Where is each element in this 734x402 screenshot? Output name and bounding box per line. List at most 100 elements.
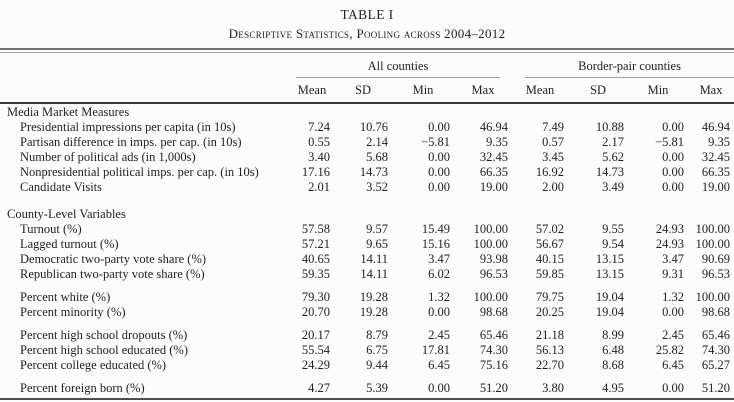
row-label: Democratic two-party vote share (%) — [20, 252, 207, 266]
section-header-row: County-Level Variables — [0, 206, 734, 222]
column-header-mean-all: Mean — [290, 78, 334, 104]
row-label: Candidate Visits — [20, 180, 103, 194]
cell-min-border: 0.00 — [662, 150, 685, 164]
column-header-mean-border: Mean — [512, 78, 569, 104]
cell-max-border: 90.69 — [701, 252, 731, 266]
table-row: Democratic two-party vote share (%) 40.6… — [0, 252, 734, 267]
table-row: Turnout (%) 57.58 9.57 15.49 100.00 57.0… — [0, 222, 734, 237]
spacer-cell — [0, 320, 734, 328]
cell-max-border: 46.94 — [701, 120, 731, 134]
cell-min-border: 24.93 — [655, 237, 685, 251]
cell-max-all: 98.68 — [479, 305, 509, 319]
empty-header-cell — [0, 78, 290, 104]
spacer-row — [0, 373, 734, 381]
cell-mean-border: 21.18 — [535, 328, 565, 342]
cell-sd-all: 19.28 — [359, 305, 388, 319]
cell-mean-all: 40.65 — [301, 252, 330, 266]
cell-sd-all: 5.68 — [366, 150, 388, 164]
cell-sd-all: 9.65 — [366, 237, 388, 251]
cell-max-all: 100.00 — [473, 222, 509, 236]
table-row: Percent high school educated (%) 55.54 6… — [0, 343, 734, 358]
cell-mean-border: 16.92 — [535, 165, 565, 179]
spacer-cell — [0, 373, 734, 381]
cell-mean-border: 20.25 — [535, 305, 565, 319]
spacer-cell — [0, 195, 734, 206]
column-header-sd-all: SD — [334, 78, 392, 104]
cell-mean-all: 4.27 — [308, 381, 330, 395]
table-header: All counties Border-pair counties Mean S… — [0, 53, 734, 104]
table-title: TABLE I — [340, 7, 394, 22]
column-group-row: All counties Border-pair counties — [0, 53, 734, 78]
cell-min-border: 0.00 — [662, 120, 685, 134]
cell-max-border: 74.30 — [701, 343, 731, 357]
row-label: Republican two-party vote share (%) — [20, 267, 205, 281]
cell-min-border: 2.45 — [662, 328, 685, 342]
row-label: Percent minority (%) — [20, 305, 126, 319]
cell-sd-border: 8.99 — [602, 328, 625, 342]
table-row: Percent high school dropouts (%) 20.17 8… — [0, 328, 734, 343]
cell-max-border: 9.35 — [708, 135, 731, 149]
cell-mean-all: 17.16 — [301, 165, 330, 179]
column-group-label-all-counties: All counties — [296, 59, 501, 78]
row-label: Lagged turnout (%) — [20, 237, 119, 251]
row-label: Percent high school dropouts (%) — [20, 328, 188, 342]
cell-sd-all: 10.76 — [359, 120, 388, 134]
spacer-row — [0, 195, 734, 206]
cell-max-all: 93.98 — [479, 252, 509, 266]
cell-sd-all: 14.11 — [360, 252, 388, 266]
cell-max-all: 65.46 — [479, 328, 509, 342]
cell-mean-border: 40.15 — [535, 252, 565, 266]
row-label: Percent foreign born (%) — [20, 381, 145, 395]
cell-min-border: 0.00 — [662, 305, 685, 319]
cell-max-border: 96.53 — [701, 267, 731, 281]
cell-mean-all: 79.30 — [301, 290, 330, 304]
cell-mean-border: 56.67 — [535, 237, 565, 251]
cell-mean-all: 55.54 — [301, 343, 330, 357]
cell-max-border: 100.00 — [695, 237, 731, 251]
cell-sd-border: 5.62 — [602, 150, 625, 164]
section-header: County-Level Variables — [7, 207, 126, 221]
cell-mean-border: 3.80 — [542, 381, 565, 395]
cell-max-all: 51.20 — [479, 381, 509, 395]
cell-mean-border: 7.49 — [542, 120, 565, 134]
table-row: Percent minority (%) 20.70 19.28 0.00 98… — [0, 305, 734, 320]
section-header: Media Market Measures — [7, 105, 130, 119]
cell-sd-all: 3.52 — [366, 180, 388, 194]
cell-max-border: 98.68 — [701, 305, 731, 319]
cell-min-all: 2.45 — [428, 328, 450, 342]
cell-min-border: 0.00 — [662, 165, 685, 179]
cell-max-border: 65.46 — [701, 328, 731, 342]
cell-mean-border: 79.75 — [535, 290, 565, 304]
cell-max-border: 32.45 — [701, 150, 731, 164]
column-header-sd-border: SD — [568, 78, 629, 104]
table-subtitle: Descriptive Statistics, Pooling across 2… — [228, 26, 506, 41]
cell-sd-border: 3.49 — [602, 180, 625, 194]
cell-min-all: 0.00 — [428, 120, 450, 134]
spacer-cell — [0, 282, 734, 290]
cell-min-border: 1.32 — [662, 290, 685, 304]
cell-min-all: 17.81 — [421, 343, 450, 357]
cell-max-all: 75.16 — [479, 358, 509, 372]
column-header-row: Mean SD Min Max Mean SD Min Max — [0, 78, 734, 104]
cell-max-border: 51.20 — [701, 381, 731, 395]
cell-min-border: 25.82 — [655, 343, 685, 357]
row-label: Presidential impressions per capita (in … — [20, 120, 236, 134]
cell-sd-border: 19.04 — [595, 290, 625, 304]
top-double-rule — [0, 48, 734, 53]
cell-min-all: 6.02 — [428, 267, 450, 281]
cell-min-all: 15.49 — [421, 222, 450, 236]
row-label: Partisan difference in imps. per cap. (i… — [20, 135, 242, 149]
cell-min-all: 6.45 — [428, 358, 450, 372]
section-header-row: Media Market Measures — [0, 103, 734, 120]
cell-min-all: 0.00 — [428, 305, 450, 319]
row-label: Percent white (%) — [20, 290, 111, 304]
cell-sd-all: 14.11 — [360, 267, 388, 281]
column-header-min-all: Min — [392, 78, 454, 104]
cell-mean-all: 59.35 — [301, 267, 330, 281]
descriptive-statistics-table: All counties Border-pair counties Mean S… — [0, 53, 734, 396]
column-header-max-border: Max — [688, 78, 734, 104]
table-row: Presidential impressions per capita (in … — [0, 120, 734, 135]
bottom-double-rule — [0, 398, 734, 402]
cell-min-border: 3.47 — [662, 252, 685, 266]
